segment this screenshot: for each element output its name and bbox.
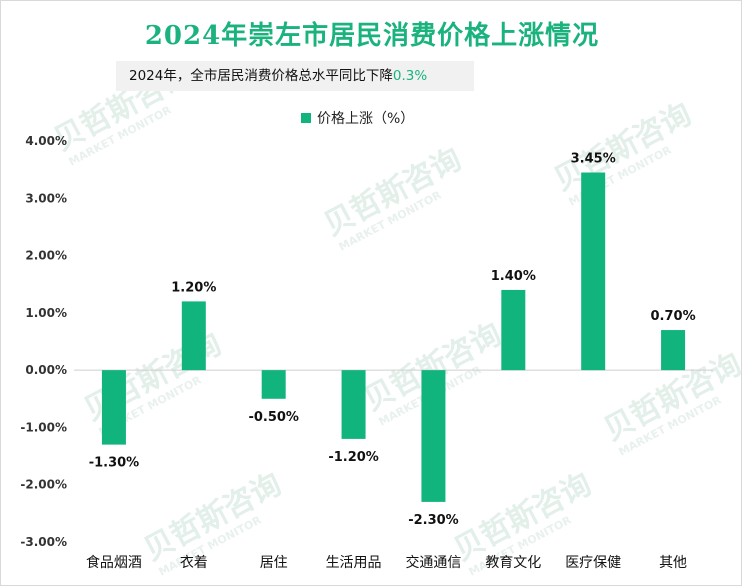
data-label: 3.45% bbox=[571, 152, 616, 167]
bar bbox=[181, 301, 206, 371]
summary-value: 0.3% bbox=[392, 68, 428, 84]
data-label: 1.40% bbox=[491, 269, 536, 284]
y-tick-label: 2.00% bbox=[25, 249, 67, 263]
chart-title: 2024年崇左市居民消费价格上涨情况 bbox=[144, 21, 600, 51]
bar bbox=[421, 370, 446, 502]
legend-label: 价格上涨（%） bbox=[317, 111, 415, 127]
x-category-label: 居住 bbox=[260, 555, 288, 571]
y-tick-label: 0.00% bbox=[25, 363, 67, 377]
data-label: 0.70% bbox=[651, 309, 696, 324]
y-tick-label: 3.00% bbox=[25, 191, 67, 205]
summary-banner: 2024年，全市居民消费价格总水平同比下降0.3% bbox=[116, 61, 474, 91]
x-category-label: 食品烟酒 bbox=[86, 554, 142, 571]
y-tick-label: -1.00% bbox=[20, 420, 67, 434]
watermark-text: 贝哲斯咨询 bbox=[138, 467, 287, 568]
chart-axes: 4.00% 3.00% 2.00% 1.00% 0.00% -1.00% -2.00% -3.… bbox=[20, 134, 713, 549]
watermark-text: 贝哲斯咨询 bbox=[548, 97, 697, 198]
chart-legend: 价格上涨（%） bbox=[301, 109, 414, 127]
data-label: -0.50% bbox=[248, 410, 299, 425]
bar bbox=[501, 289, 526, 371]
data-label: 1.20% bbox=[171, 280, 216, 295]
data-label: -1.30% bbox=[89, 456, 140, 471]
y-tick-label: -3.00% bbox=[20, 535, 67, 549]
y-tick-label: -2.00% bbox=[20, 478, 67, 492]
y-tick-label: 1.00% bbox=[25, 306, 67, 320]
x-category-label: 教育文化 bbox=[485, 555, 541, 571]
bar bbox=[581, 172, 606, 371]
bar bbox=[261, 370, 286, 399]
bar bbox=[101, 370, 126, 445]
x-category-label: 衣着 bbox=[180, 555, 208, 571]
x-category-label: 交通通信 bbox=[405, 554, 461, 571]
chart-bars bbox=[101, 172, 686, 502]
watermark-text: 贝哲斯咨询 bbox=[448, 467, 597, 568]
legend-swatch bbox=[301, 113, 311, 123]
watermark-text: 贝哲斯咨询 bbox=[318, 142, 467, 243]
x-category-label: 医疗保健 bbox=[565, 555, 621, 571]
x-category-label: 生活用品 bbox=[326, 555, 382, 571]
y-tick-label: 4.00% bbox=[25, 134, 67, 148]
summary-text: 2024年，全市居民消费价格总水平同比下降 bbox=[129, 68, 393, 84]
data-label: -1.20% bbox=[328, 450, 379, 465]
chart-labels: -1.30% 食品烟酒 1.20% 衣着 -0.50% 居住 -1.20% 生活用品 -2.30… bbox=[86, 152, 696, 571]
bar bbox=[341, 370, 366, 439]
bar bbox=[661, 330, 686, 371]
x-category-label: 其他 bbox=[659, 555, 687, 571]
data-label: -2.30% bbox=[408, 513, 459, 528]
